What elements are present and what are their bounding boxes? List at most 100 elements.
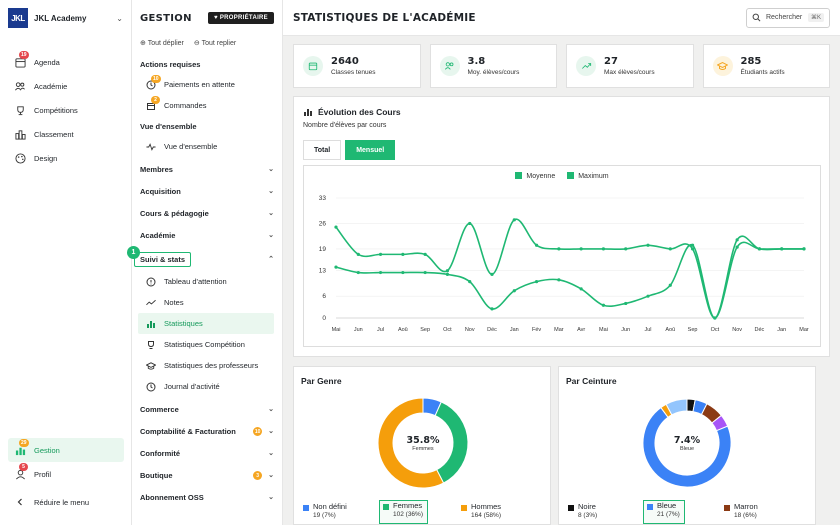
nav-journal-activite[interactable]: Journal d'activité	[132, 376, 282, 397]
data-point	[601, 247, 606, 251]
legend-item[interactable]: Moyenne	[515, 172, 555, 180]
gestion-badge: 29	[19, 439, 29, 447]
ceinture-legend-item[interactable]: Noire 8 (3%)	[568, 502, 597, 519]
genre-donut	[377, 397, 469, 489]
group-label: Académie	[140, 230, 176, 240]
ceinture-legend-item[interactable]: Marron 18 (6%)	[724, 502, 758, 519]
nav-statistiques[interactable]: Statistiques	[138, 313, 274, 334]
data-point	[735, 245, 739, 249]
chevron-left-icon	[14, 496, 26, 508]
group-commerce[interactable]: Commerce ⌄	[132, 399, 282, 419]
calendar-icon: 19	[14, 51, 29, 68]
group-conformite[interactable]: Conformité ⌄	[132, 443, 282, 463]
collapse-all-button[interactable]: ⊖ Tout replier	[193, 40, 237, 47]
academy-logo: JKL	[8, 8, 28, 28]
x-tick-label: Aoû	[398, 327, 408, 333]
nav-stat-competition[interactable]: Statistiques Compétition	[132, 334, 282, 355]
data-point	[646, 294, 650, 298]
ceinture-legend-item[interactable]: Bleue 21 (7%)	[643, 500, 685, 524]
sidebar-item-classement[interactable]: Classement	[0, 122, 131, 146]
group-boutique[interactable]: Boutique 3 ⌄	[132, 465, 282, 485]
slice-bleue[interactable]	[665, 398, 688, 416]
tab-total[interactable]: Total	[303, 140, 342, 160]
group-suivi-stats[interactable]: 1 Suivi & stats ⌃	[127, 245, 282, 271]
group-abonnement[interactable]: Abonnement OSS ⌄	[132, 487, 282, 507]
academy-switcher[interactable]: JKL JKL Academy ⌄	[0, 0, 131, 36]
legend-swatch	[303, 505, 309, 511]
sidebar-item-label: Réduire le menu	[34, 497, 90, 507]
y-tick-label: 33	[319, 195, 327, 202]
legend-swatch	[461, 505, 467, 511]
sidebar-item-design[interactable]: Design	[0, 146, 131, 170]
x-tick-label: Oct	[443, 327, 452, 333]
kpi-label: Classes tenues	[331, 69, 376, 76]
palette-icon	[14, 152, 26, 164]
data-point	[490, 307, 494, 311]
page-title: STATISTIQUES DE L'ACADÉMIE	[293, 11, 476, 24]
boutique-count-badge: 3	[253, 471, 263, 481]
legend-swatch	[568, 505, 574, 511]
group-label: Actions requises	[140, 59, 201, 69]
group-acquisition[interactable]: Acquisition ⌄	[132, 181, 282, 201]
nav-tableau-attention[interactable]: Tableau d'attention	[132, 271, 282, 292]
data-point	[780, 247, 784, 251]
group-membres[interactable]: Membres ⌄	[132, 159, 282, 179]
nav-vue-ensemble[interactable]: Vue d'ensemble	[132, 136, 282, 157]
data-point	[512, 289, 516, 293]
nav-stat-professeurs[interactable]: Statistiques des professeurs	[132, 355, 282, 376]
x-tick-label: Sep	[420, 327, 430, 333]
genre-legend-item[interactable]: Femmes 102 (36%)	[379, 500, 428, 524]
x-tick-label: Oct	[711, 327, 720, 333]
group-academie[interactable]: Académie ⌄	[132, 225, 282, 245]
sidebar-item-competitions[interactable]: Compétitions	[0, 98, 131, 122]
line-chart: Moyenne Maximum 0 6 13 19 26 33 Mai Jun Jul Aoû Se…	[303, 165, 821, 347]
search-button[interactable]: Rechercher ⌘K	[746, 7, 830, 28]
ceinture-center-value: 7.4%	[673, 435, 701, 446]
chevron-down-icon: ⌄	[116, 13, 123, 23]
group-label: Conformité	[140, 448, 180, 458]
owner-badge: ♥ PROPRIÉTAIRE	[207, 12, 274, 24]
chart-legend: Moyenne Maximum	[304, 172, 820, 180]
nav-label: Tableau d'attention	[164, 277, 227, 286]
group-label: Acquisition	[140, 186, 181, 196]
group-actions-requises: Actions requises	[132, 54, 282, 74]
slice-hommes[interactable]	[377, 397, 445, 489]
line-chart-svg: 0 6 13 19 26 33 Mai Jun Jul Aoû Sep Oct Nov Déc Jan Fév…	[319, 195, 809, 333]
nav-commandes[interactable]: 2 Commandes	[132, 95, 282, 116]
genre-legend-item[interactable]: Non défini 19 (7%)	[303, 502, 347, 519]
nav-notes[interactable]: Notes	[132, 292, 282, 313]
series-line-moyenne	[335, 241, 804, 319]
data-point	[534, 280, 539, 284]
sidebar-item-gestion[interactable]: 29 Gestion	[8, 438, 124, 462]
legend-item[interactable]: Maximum	[567, 172, 609, 180]
kpi-value: 285	[740, 56, 762, 67]
x-tick-label: Jun	[621, 327, 630, 333]
group-comptabilite[interactable]: Comptabilité & Facturation 10 ⌄	[132, 421, 282, 441]
slice-blanche[interactable]	[642, 406, 732, 488]
sidebar-item-agenda[interactable]: 19 Agenda	[0, 50, 131, 74]
chevron-up-icon: ⌃	[268, 256, 274, 263]
group-cours[interactable]: Cours & pédagogie ⌄	[132, 203, 282, 223]
expand-all-button[interactable]: ⊕ Tout déplier	[140, 40, 184, 47]
nav-paiements-en-attente[interactable]: 10 Paiements en attente	[132, 74, 282, 95]
sidebar-item-academie[interactable]: Académie	[0, 74, 131, 98]
data-point	[378, 270, 383, 275]
nav-label: Statistiques des professeurs	[164, 361, 259, 370]
chevron-down-icon: ⌄	[268, 406, 274, 413]
graduation-cap-icon	[146, 361, 156, 371]
group-label: Comptabilité & Facturation	[140, 426, 236, 436]
tab-mensuel[interactable]: Mensuel	[345, 140, 396, 160]
profil-badge: 5	[19, 463, 28, 471]
chevron-down-icon: ⌄	[268, 166, 274, 173]
collapse-menu-button[interactable]: Réduire le menu	[0, 490, 132, 514]
ceinture-card: Par Ceinture 7.4% Bleue Noire 8 (3%) Bleu…	[558, 366, 816, 525]
academy-name: JKL Academy	[34, 13, 87, 23]
nav-label: Vue d'ensemble	[164, 142, 218, 151]
genre-legend-item[interactable]: Hommes 164 (58%)	[461, 502, 501, 519]
kpi-card: 2640 Classes tenues	[293, 44, 421, 88]
activity-icon	[146, 142, 156, 152]
sidebar-item-profil[interactable]: 5 Profil	[0, 462, 132, 486]
legend-count: 19 (7%)	[313, 512, 336, 519]
y-tick-label: 13	[319, 268, 327, 275]
compta-count-badge: 10	[253, 427, 263, 437]
